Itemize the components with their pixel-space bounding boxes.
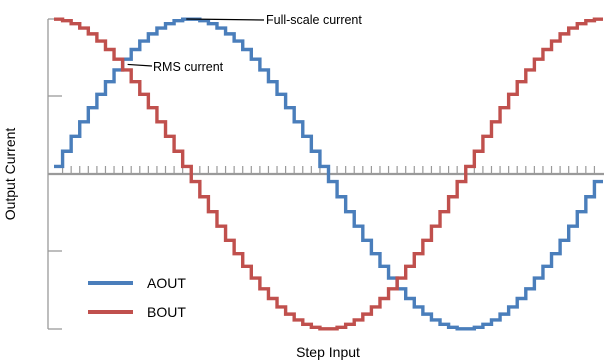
legend-label-bout: BOUT — [147, 304, 186, 320]
x-axis-label: Step Input — [296, 344, 360, 360]
annotation-rms-current: RMS current — [153, 60, 224, 74]
series-aout-line — [54, 17, 603, 331]
annotations: Full-scale current RMS current — [127, 13, 362, 74]
annotation-full-scale-current: Full-scale current — [266, 13, 362, 27]
series-layer — [54, 17, 603, 331]
legend: AOUT BOUT — [88, 275, 186, 320]
series-bout-line — [54, 17, 603, 331]
annotation-leader-rms — [127, 63, 153, 67]
annotation-leader-full-scale — [186, 18, 265, 21]
y-axis-label: Output Current — [2, 128, 18, 221]
legend-label-aout: AOUT — [147, 275, 186, 291]
